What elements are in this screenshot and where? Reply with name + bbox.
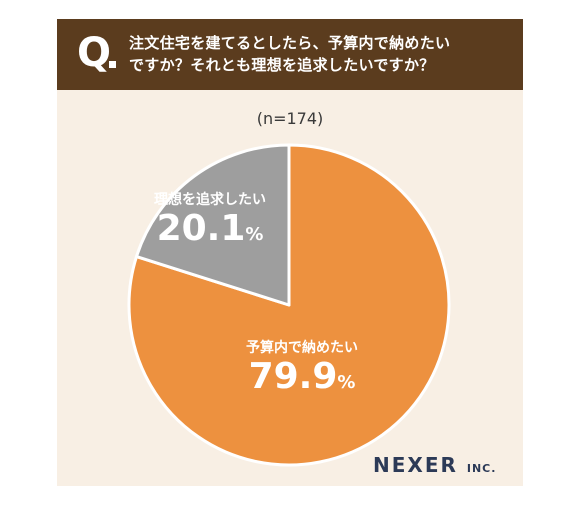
slice-value-budget-number: 79.9 — [248, 356, 338, 397]
question-line-1: 注文住宅を建てるとしたら、予算内で納めたい — [129, 34, 451, 52]
slice-value-ideal: 20.1% — [135, 209, 285, 255]
slice-label-ideal: 理想を追求したい 20.1% — [135, 189, 285, 255]
pie-chart — [127, 143, 451, 467]
chart-card: Q 注文住宅を建てるとしたら、予算内で納めたい ですか？それとも理想を追求したい… — [57, 19, 523, 486]
slice-value-budget-pct: % — [337, 372, 356, 393]
q-mark: Q — [77, 30, 111, 76]
slice-value-ideal-number: 20.1 — [156, 208, 246, 249]
pie-slice-1 — [135, 143, 291, 307]
slice-value-ideal-pct: % — [245, 224, 264, 245]
sample-size: (n=174) — [256, 109, 324, 128]
brand-logo: NEXER INC. — [373, 453, 496, 477]
q-dot-icon — [109, 61, 116, 68]
question-header: Q 注文住宅を建てるとしたら、予算内で納めたい ですか？それとも理想を追求したい… — [57, 19, 523, 90]
brand-suffix: INC. — [466, 462, 497, 475]
slice-label-ideal-text: 理想を追求したい — [154, 192, 266, 208]
question-text: 注文住宅を建てるとしたら、予算内で納めたい ですか？それとも理想を追求したいです… — [129, 32, 519, 76]
slice-value-budget: 79.9% — [217, 357, 387, 403]
slice-label-budget: 予算内で納めたい 79.9% — [217, 337, 387, 403]
brand-name: NEXER — [373, 453, 458, 477]
question-line-2: ですか？それとも理想を追求したいですか？ — [129, 56, 435, 74]
slice-label-budget-text: 予算内で納めたい — [246, 340, 358, 356]
